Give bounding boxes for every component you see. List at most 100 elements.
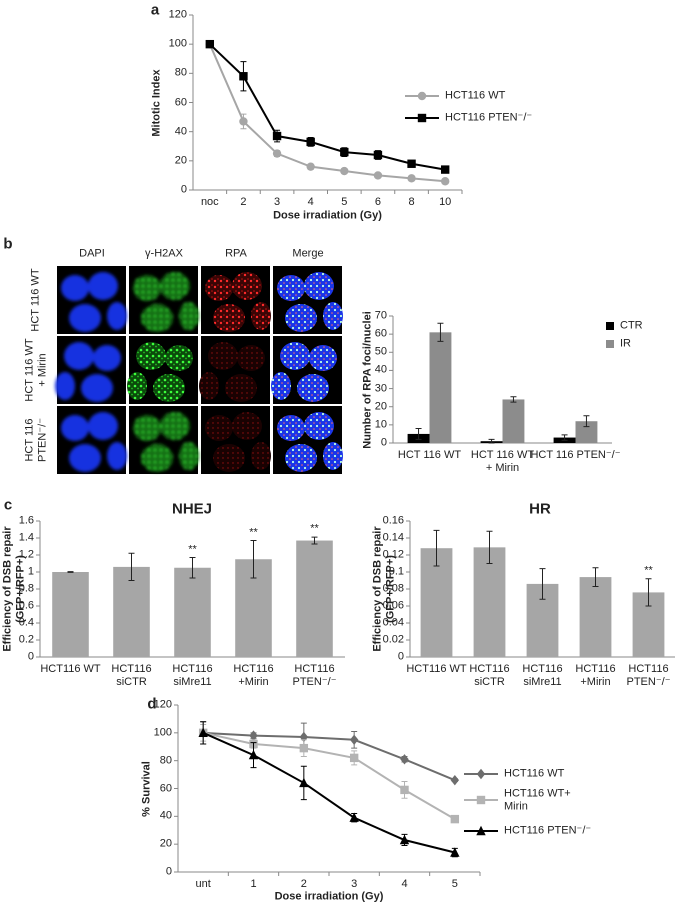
x-tick-label: HCT116 PTEN⁻/⁻: [292, 663, 337, 688]
y-axis-title: % Survival: [140, 760, 153, 817]
marker: [440, 165, 450, 174]
marker: [407, 159, 416, 168]
marker: [205, 39, 215, 49]
error-bar: [415, 427, 422, 440]
y-tick-label: 40: [159, 810, 172, 823]
marker: [272, 149, 282, 158]
error-bar: [592, 567, 599, 587]
significance-label: **: [249, 526, 258, 539]
legend-label: HCT116 PTEN⁻/⁻: [504, 824, 592, 837]
error-bar: [539, 568, 546, 600]
line: [209, 43, 446, 171]
image: [127, 336, 198, 404]
error-bar: [437, 322, 444, 342]
y-tick-label: 1.2: [18, 548, 34, 561]
y-tick-label: 0.2: [18, 633, 34, 646]
column-label: DAPI: [79, 247, 105, 260]
y-tick-label: 80: [159, 754, 172, 767]
y-axis-title: Efficiency of DSB repair (GFP+/RFP+): [1, 526, 26, 652]
marker: [198, 727, 208, 738]
marker: [249, 730, 258, 741]
marker: [450, 814, 460, 824]
y-tick-label: 100: [168, 37, 187, 50]
chart-title: NHEJ: [171, 500, 213, 518]
legend-label: CTR: [620, 319, 643, 332]
line: [203, 731, 456, 782]
legend-label: HCT116 WT+ Mirin: [504, 787, 571, 812]
x-tick-label: HCT116 +Mirin: [575, 663, 616, 688]
y-axis-title: Number of RPA foci/nuclei: [361, 310, 374, 449]
marker: [476, 825, 486, 836]
y-tick-label: 0.12: [382, 548, 404, 561]
y-tick-label: 1.4: [18, 531, 34, 544]
bar: [502, 399, 525, 443]
legend-label: HCT116 PTEN⁻/⁻: [445, 111, 533, 124]
marker: [417, 113, 427, 123]
bar: [429, 332, 452, 443]
marker: [306, 137, 315, 147]
y-tick-label: 0.8: [18, 582, 34, 595]
bar: [579, 577, 612, 657]
image: [201, 266, 271, 334]
x-tick-label: HCT116 siMre11: [172, 663, 213, 688]
error-bar: [128, 552, 135, 581]
image: [57, 406, 127, 474]
error-bar: [189, 557, 196, 579]
marker: [476, 768, 486, 780]
y-tick-label: 120: [153, 698, 172, 711]
error-bar: [67, 571, 74, 573]
significance-label: **: [188, 543, 197, 556]
row-label: HCT 116 WT: [29, 268, 42, 332]
y-axis-title: Efficiency of DSB repair (GFP+/RFP+): [371, 526, 396, 652]
image: [271, 336, 342, 404]
y-tick-label: 40: [174, 125, 187, 138]
y-tick-label: 0: [165, 865, 172, 878]
y-tick-label: 0.4: [18, 616, 34, 629]
x-tick-label: 1: [250, 878, 257, 890]
bar: [113, 566, 150, 657]
x-tick-label: unt: [195, 878, 211, 890]
column-label: γ-H2AX: [145, 247, 183, 260]
y-tick-label: 0: [180, 183, 187, 196]
panel-label: a: [150, 1, 160, 19]
y-tick-label: 50: [374, 345, 387, 358]
marker: [306, 162, 315, 171]
marker: [349, 753, 359, 763]
x-tick-label: 5: [451, 878, 458, 890]
x-tick-label: HCT116 WT: [406, 663, 467, 675]
x-tick-label: 4: [307, 196, 314, 208]
x-tick-label: HCT 116 WT: [397, 449, 462, 461]
bar: [296, 540, 333, 657]
x-tick-label: 2: [240, 196, 247, 208]
y-tick-label: 100: [153, 726, 172, 739]
y-tick-label: 20: [374, 400, 387, 413]
y-tick-label: 10: [374, 418, 387, 431]
x-tick-label: 8: [408, 196, 415, 208]
error-bar: [561, 434, 568, 441]
image: [273, 406, 343, 474]
x-tick-label: 3: [274, 196, 281, 208]
y-tick-label: 60: [174, 96, 187, 109]
y-tick-label: 1.6: [18, 514, 34, 527]
marker: [373, 150, 383, 160]
legend-label: HCT116 WT: [504, 767, 565, 780]
marker: [440, 177, 450, 186]
marker: [239, 117, 248, 126]
marker: [450, 774, 460, 786]
marker: [239, 72, 248, 81]
error-bar: [488, 438, 495, 444]
error-bar: [433, 529, 440, 567]
bar: [473, 547, 506, 657]
marker: [349, 812, 359, 822]
row-label: HCT 116 WT + Mirin: [23, 338, 48, 402]
image: [129, 266, 199, 334]
y-tick-label: 0.02: [382, 633, 404, 646]
y-tick-label: 120: [168, 8, 187, 21]
error-bar: [486, 530, 493, 564]
significance-label: **: [310, 522, 319, 535]
y-tick-label: 60: [374, 327, 387, 340]
x-axis-title: Dose irradiation (Gy): [274, 890, 384, 903]
y-tick-label: 0.08: [382, 582, 404, 595]
marker: [407, 174, 416, 183]
